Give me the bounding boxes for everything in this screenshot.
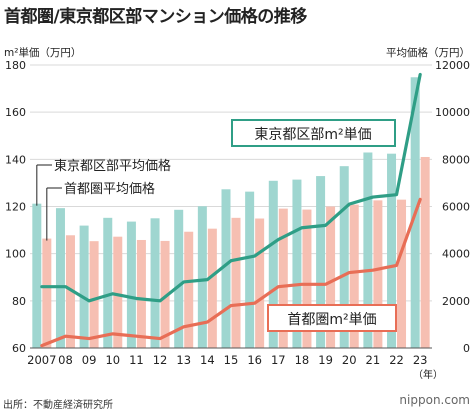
line-tokyo-unit-price: [40, 72, 422, 303]
bar-tokyo-avg-price: [197, 206, 207, 348]
bar-tokyo-avg-price: [387, 153, 397, 348]
right-tick-label: 10000: [435, 106, 470, 119]
source-note: 出所：不動産経済研究所: [3, 400, 113, 411]
right-tick-label: 0: [463, 342, 470, 355]
right-axis-label: 平均価格（万円）: [386, 47, 470, 59]
x-tick-label: 17: [271, 353, 286, 367]
bar-shutoken-avg-price: [255, 218, 265, 348]
bar-tokyo-avg-price: [268, 180, 278, 348]
x-tick-label: 21: [366, 353, 381, 367]
x-tick-label: 08: [58, 353, 73, 367]
left-tick-label: 160: [5, 106, 26, 119]
bar-tokyo-avg-price: [316, 176, 326, 348]
annotation-shutoken-avg-price: 首都圏平均価格: [64, 181, 155, 197]
chart-title: 首都圏/東京都区部マンション価格の推移: [4, 7, 307, 27]
bar-shutoken-avg-price: [136, 239, 146, 348]
right-tick-label: 12000: [435, 59, 470, 72]
left-axis-label: m²単価（万円）: [4, 47, 82, 59]
bar-tokyo-avg-price: [55, 208, 65, 348]
bar-shutoken-avg-price: [184, 231, 194, 348]
bar-shutoken-avg-price: [373, 200, 383, 348]
right-tick-label: 2000: [442, 295, 470, 308]
x-axis-unit: （年）: [413, 368, 443, 381]
right-tick-label: 6000: [442, 201, 470, 214]
bar-tokyo-avg-price: [363, 152, 373, 348]
left-tick-label: 60: [12, 342, 26, 355]
bar-shutoken-avg-price: [113, 236, 123, 348]
annotation-tokyo-avg-price: 東京都区部平均価格: [54, 158, 171, 174]
left-tick-label: 140: [5, 153, 26, 166]
x-tick-label: 2007: [27, 353, 56, 367]
bar-shutoken-avg-price: [89, 241, 99, 348]
bar-tokyo-avg-price: [79, 225, 89, 348]
bar-shutoken-avg-price: [302, 209, 312, 348]
right-tick-label: 8000: [442, 153, 470, 166]
annotation-tokyo-unit-price: 東京都区部m²単価: [254, 127, 371, 143]
bar-shutoken-avg-price: [326, 206, 336, 348]
x-tick-label: 16: [247, 353, 262, 367]
bar-tokyo-avg-price: [126, 221, 136, 348]
x-tick-label: 15: [224, 353, 239, 367]
bar-tokyo-avg-price: [221, 189, 231, 348]
x-tick-label: 09: [82, 353, 97, 367]
bar-shutoken-avg-price: [231, 217, 241, 348]
bar-shutoken-avg-price: [207, 228, 217, 348]
left-tick-label: 100: [5, 248, 26, 261]
x-tick-label: 14: [200, 353, 215, 367]
x-tick-label: 22: [389, 353, 404, 367]
bar-tokyo-avg-price: [339, 166, 349, 348]
left-tick-label: 80: [12, 295, 26, 308]
bar-tokyo-avg-price: [174, 209, 184, 348]
x-tick-label: 23: [413, 353, 428, 367]
x-tick-label: 20: [342, 353, 357, 367]
bar-tokyo-avg-price: [292, 179, 302, 348]
bar-shutoken-avg-price: [65, 235, 75, 348]
bar-tokyo-avg-price: [32, 203, 42, 348]
x-tick-label: 19: [318, 353, 333, 367]
left-tick-label: 120: [5, 201, 26, 214]
bar-tokyo-avg-price: [103, 217, 113, 348]
bar-shutoken-avg-price: [42, 238, 52, 348]
bar-tokyo-avg-price: [150, 218, 160, 348]
x-tick-label: 10: [105, 353, 120, 367]
brand-logo: nippon.com: [399, 393, 470, 407]
label-box-tokyo: [231, 119, 396, 147]
left-tick-label: 180: [5, 59, 26, 72]
bar-shutoken-avg-price: [349, 204, 359, 348]
x-tick-label: 18: [295, 353, 310, 367]
x-tick-label: 11: [129, 353, 144, 367]
bar-tokyo-avg-price: [245, 191, 255, 348]
annotation-shutoken-unit-price: 首都圏m²単価: [287, 312, 376, 328]
x-tick-label: 12: [153, 353, 168, 367]
bar-shutoken-avg-price: [397, 199, 407, 348]
bar-shutoken-avg-price: [278, 208, 288, 348]
label-box-shutoken: [267, 304, 397, 332]
bar-shutoken-avg-price: [420, 156, 430, 348]
line-shutoken-unit-price: [40, 197, 422, 348]
bar-shutoken-avg-price: [160, 240, 170, 348]
right-tick-label: 4000: [442, 248, 470, 261]
x-tick-label: 13: [176, 353, 191, 367]
